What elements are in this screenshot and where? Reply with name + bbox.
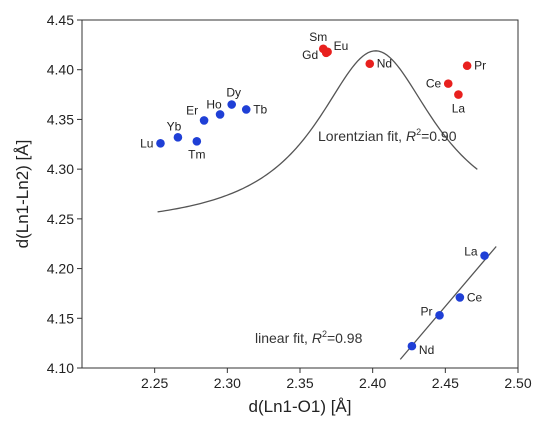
point-label: Sm bbox=[309, 30, 327, 44]
lorentzian-fit-prefix: Lorentzian fit, bbox=[318, 128, 406, 144]
data-point bbox=[365, 59, 375, 69]
data-points bbox=[156, 44, 489, 351]
x-tick-label: 2.45 bbox=[432, 375, 459, 391]
x-axis-title: d(Ln1-O1) [Å] bbox=[249, 397, 352, 416]
y-tick-label: 4.40 bbox=[47, 62, 74, 78]
linear-fit-annotation: linear fit, R2=0.98 bbox=[255, 329, 363, 346]
data-point bbox=[215, 110, 225, 119]
point-label: La bbox=[452, 102, 466, 116]
data-point bbox=[241, 105, 251, 114]
point-label: Pr bbox=[421, 304, 433, 318]
lorentzian-fit-sup: 2 bbox=[416, 127, 421, 137]
y-tick-label: 4.30 bbox=[47, 161, 74, 177]
point-label: La bbox=[464, 245, 478, 259]
point-label: Pr bbox=[474, 59, 486, 73]
x-axis-ticks: 2.25 2.30 2.35 2.40 2.45 2.50 bbox=[141, 368, 532, 391]
x-tick-label: 2.30 bbox=[214, 375, 241, 391]
data-point bbox=[455, 293, 465, 302]
linear-fit-line bbox=[399, 246, 497, 360]
y-tick-label: 4.25 bbox=[47, 211, 74, 227]
data-point bbox=[227, 100, 236, 109]
y-tick-label: 4.15 bbox=[47, 310, 74, 326]
linear-fit-value: =0.98 bbox=[327, 330, 363, 346]
lorentzian-fit-annotation: Lorentzian fit, R2=0.90 bbox=[318, 127, 457, 144]
x-tick-label: 2.35 bbox=[286, 375, 313, 391]
data-point bbox=[443, 79, 453, 88]
data-point bbox=[435, 311, 444, 320]
data-point bbox=[323, 47, 332, 57]
lorentzian-fit-value: =0.90 bbox=[421, 128, 457, 144]
point-label: Ho bbox=[206, 97, 222, 111]
y-tick-label: 4.20 bbox=[47, 261, 74, 277]
point-label: Eu bbox=[334, 39, 349, 53]
data-point bbox=[173, 133, 183, 142]
point-label: Dy bbox=[226, 86, 241, 100]
point-label: Lu bbox=[140, 136, 153, 150]
point-labels: Lu Yb Tm Er Ho Dy Tb Sm Gd Eu Nd Ce La Pr Nd Pr Ce La bbox=[140, 30, 486, 357]
y-tick-label: 4.35 bbox=[47, 111, 74, 127]
x-tick-label: 2.40 bbox=[359, 375, 386, 391]
point-label: Tb bbox=[253, 102, 267, 116]
point-label: Gd bbox=[302, 48, 318, 62]
point-label: Ce bbox=[467, 290, 483, 304]
point-label: Yb bbox=[167, 119, 182, 133]
linear-fit-r: R bbox=[312, 330, 322, 346]
y-tick-label: 4.45 bbox=[47, 12, 74, 28]
linear-fit-prefix: linear fit, bbox=[255, 330, 312, 346]
point-label: Tm bbox=[188, 147, 205, 161]
plot-frame bbox=[81, 19, 519, 369]
y-axis-title: d(Ln1-Ln2) [Å] bbox=[13, 140, 32, 249]
data-point bbox=[480, 251, 489, 260]
point-label: Nd bbox=[419, 343, 434, 357]
x-tick-label: 2.50 bbox=[504, 375, 531, 391]
y-axis-ticks: 4.10 4.15 4.20 4.25 4.30 4.35 4.40 4.45 bbox=[47, 12, 82, 376]
linear-fit-sup: 2 bbox=[322, 329, 327, 339]
data-point bbox=[454, 90, 463, 99]
fit-curves bbox=[157, 50, 497, 360]
x-tick-label: 2.25 bbox=[141, 375, 168, 391]
data-point bbox=[156, 138, 165, 148]
point-label: Ce bbox=[426, 77, 442, 91]
data-point bbox=[462, 61, 472, 71]
data-point bbox=[192, 137, 202, 146]
lorentzian-fit-r: R bbox=[406, 128, 416, 144]
lorentzian-fit-line bbox=[157, 50, 478, 213]
y-tick-label: 4.10 bbox=[47, 360, 74, 376]
point-label: Er bbox=[186, 103, 198, 117]
point-label: Nd bbox=[377, 57, 392, 71]
data-point bbox=[199, 116, 209, 125]
data-point bbox=[407, 341, 417, 351]
